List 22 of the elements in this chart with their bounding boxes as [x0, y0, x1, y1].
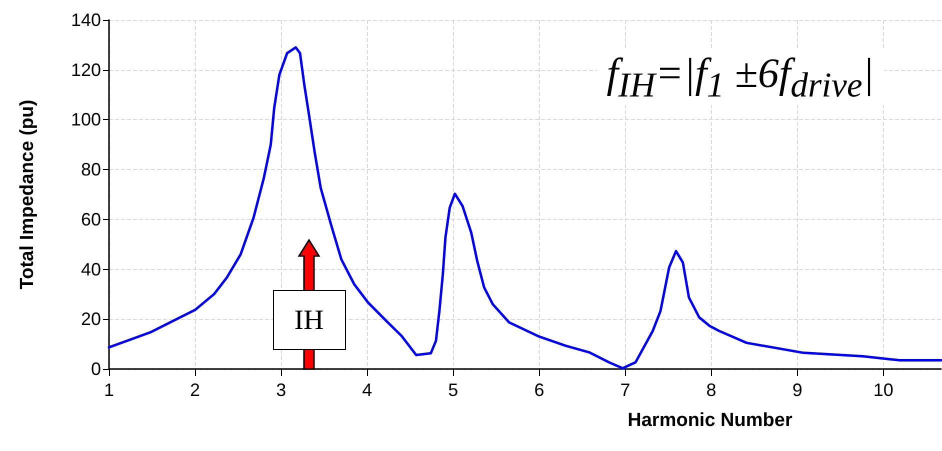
- x-tick-label: 4: [362, 380, 372, 400]
- annotation: IH: [272, 290, 346, 350]
- x-tick-label: 5: [448, 380, 458, 400]
- x-axis-title: Harmonic Number: [628, 410, 793, 431]
- y-tick-label: 140: [70, 10, 101, 30]
- y-tick-label: 40: [80, 259, 101, 280]
- y-axis-title: Total Impedance (pu): [17, 100, 38, 290]
- x-tick-label: 2: [190, 380, 200, 400]
- x-tick-label: 3: [276, 380, 286, 400]
- annotation: f$_{IH}$=|f$_{1}$ ±6f$_{drive}$|: [596, 50, 884, 106]
- x-tick-label: 1: [104, 380, 114, 400]
- x-tick-label: 6: [534, 380, 544, 400]
- x-tick-label: 8: [706, 380, 716, 400]
- x-tick-label: 7: [620, 380, 630, 400]
- x-tick-label: 9: [792, 380, 802, 400]
- x-tick-label: 10: [873, 380, 894, 400]
- y-tick-label: 80: [80, 160, 101, 180]
- y-tick-label: 60: [80, 209, 101, 230]
- y-tick-label: 20: [80, 309, 101, 330]
- y-tick-label: 100: [70, 110, 101, 130]
- y-tick-label: 120: [70, 60, 101, 80]
- y-tick-label: 0: [90, 359, 101, 379]
